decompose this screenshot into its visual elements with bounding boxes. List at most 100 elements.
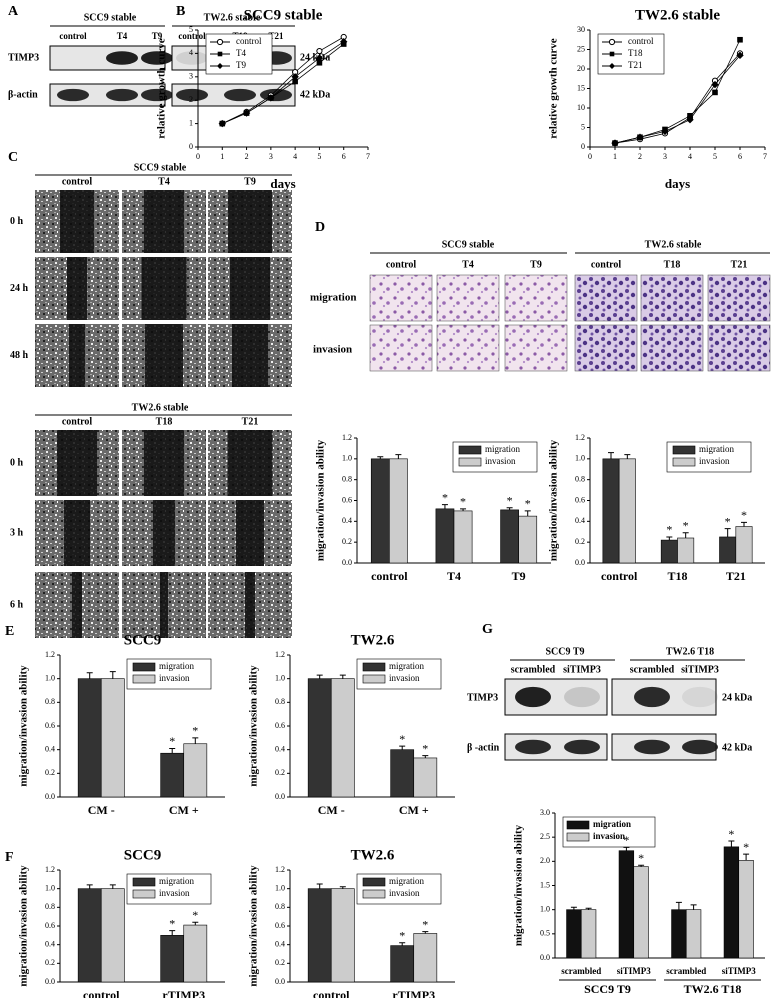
bar (77, 888, 102, 983)
marker (291, 73, 299, 81)
legend-label: migration (593, 819, 631, 829)
significance: * (741, 508, 747, 522)
error-bar (109, 671, 116, 679)
marker (608, 38, 616, 46)
y-tick-label: 0.4 (45, 744, 55, 753)
chart-title: SCC9 (124, 847, 162, 863)
significance: * (422, 917, 428, 931)
error-bar (623, 846, 630, 851)
band (564, 739, 600, 755)
legend-label: invasion (159, 888, 190, 898)
row-label: 0 h (10, 457, 24, 468)
error-bar (339, 886, 346, 889)
row-label: 3 h (10, 527, 24, 538)
marker (736, 51, 744, 60)
bar (390, 945, 415, 983)
y-tick-label: 1.0 (540, 904, 550, 913)
bar (100, 678, 125, 798)
row-label: 24 h (10, 283, 29, 294)
lane-label: T9 (530, 259, 542, 270)
x-tick-label: rTIMP3 (392, 988, 435, 998)
band (141, 51, 173, 65)
scratch-gap (72, 572, 82, 638)
bar (77, 678, 102, 798)
photo (640, 324, 704, 372)
scratch-gap (236, 500, 264, 566)
size-label: 42 kDa (300, 89, 330, 100)
error-bar (316, 674, 323, 679)
legend-label: migration (159, 661, 194, 671)
x-tick-label: siTIMP3 (722, 966, 757, 976)
bar (518, 515, 538, 564)
lane-label: T9 (244, 176, 256, 187)
x-tick-label: 6 (342, 152, 346, 161)
group-label: SCC9 stable (84, 12, 137, 23)
series-line (614, 55, 741, 144)
error-bar (460, 508, 467, 511)
x-tick-label: control (313, 988, 350, 998)
band (515, 686, 551, 708)
error-bar (624, 454, 631, 459)
scratch-gap (57, 430, 97, 496)
y-tick-label: 0.2 (342, 537, 352, 546)
y-tick-label: 0.8 (275, 902, 285, 911)
scratch-gap (245, 572, 255, 638)
error-bar (724, 528, 731, 537)
marker (218, 119, 226, 128)
lane-label: T18 (664, 259, 681, 270)
y-tick-label: 1.0 (275, 883, 285, 892)
significance: * (743, 840, 749, 854)
size-label: 24 kDa (722, 692, 752, 703)
x-tick-label: T4 (447, 569, 461, 583)
significance: * (442, 490, 448, 504)
x-tick-label: CM - (318, 803, 345, 817)
error-bar (316, 883, 323, 889)
x-tick-label: control (83, 988, 120, 998)
marker (611, 139, 619, 147)
y-tick-label: 10 (577, 103, 585, 112)
error-bar (570, 906, 577, 910)
scratch-gap (228, 190, 272, 253)
photo (640, 274, 704, 322)
lane-label: scrambled (511, 664, 556, 675)
legend-label: invasion (159, 673, 190, 683)
chart-title: TW2.6 stable (635, 7, 720, 23)
band (57, 88, 89, 102)
row-label: 48 h (10, 350, 29, 361)
y-tick-label: 0.4 (275, 939, 285, 948)
scratch-gap (153, 500, 175, 566)
y-tick-label: 0.4 (342, 516, 352, 525)
scratch-gap (160, 572, 168, 638)
bar (413, 933, 438, 983)
bar (685, 909, 702, 959)
error-bar (608, 452, 614, 459)
error-bar (86, 884, 93, 889)
row-label: β-actin (8, 89, 38, 100)
lane-label: T18 (156, 416, 173, 427)
error-bar (743, 853, 750, 861)
y-tick-label: 20 (577, 64, 585, 73)
marker (636, 133, 644, 141)
marker (661, 127, 669, 136)
y-tick-label: 0.6 (45, 721, 55, 730)
chart-title: SCC9 stable (244, 7, 323, 23)
lane-label: control (62, 176, 93, 187)
y-tick-label: 25 (577, 44, 585, 53)
error-bar (675, 901, 682, 910)
panel-label: F (5, 850, 14, 865)
scratch-gap (144, 190, 184, 253)
bar (735, 526, 753, 564)
row-label: β -actin (467, 742, 500, 753)
error-bar (339, 674, 346, 679)
y-tick-label: 2.5 (540, 832, 550, 841)
legend-swatch (362, 674, 386, 684)
group-label: SCC9 stable (442, 239, 495, 250)
bar (307, 678, 332, 798)
lane-label: T4 (462, 259, 474, 270)
bar (677, 537, 695, 564)
error-bar (638, 864, 645, 867)
photo (369, 324, 433, 372)
x-tick-label: T21 (726, 569, 746, 583)
bar (389, 458, 408, 564)
